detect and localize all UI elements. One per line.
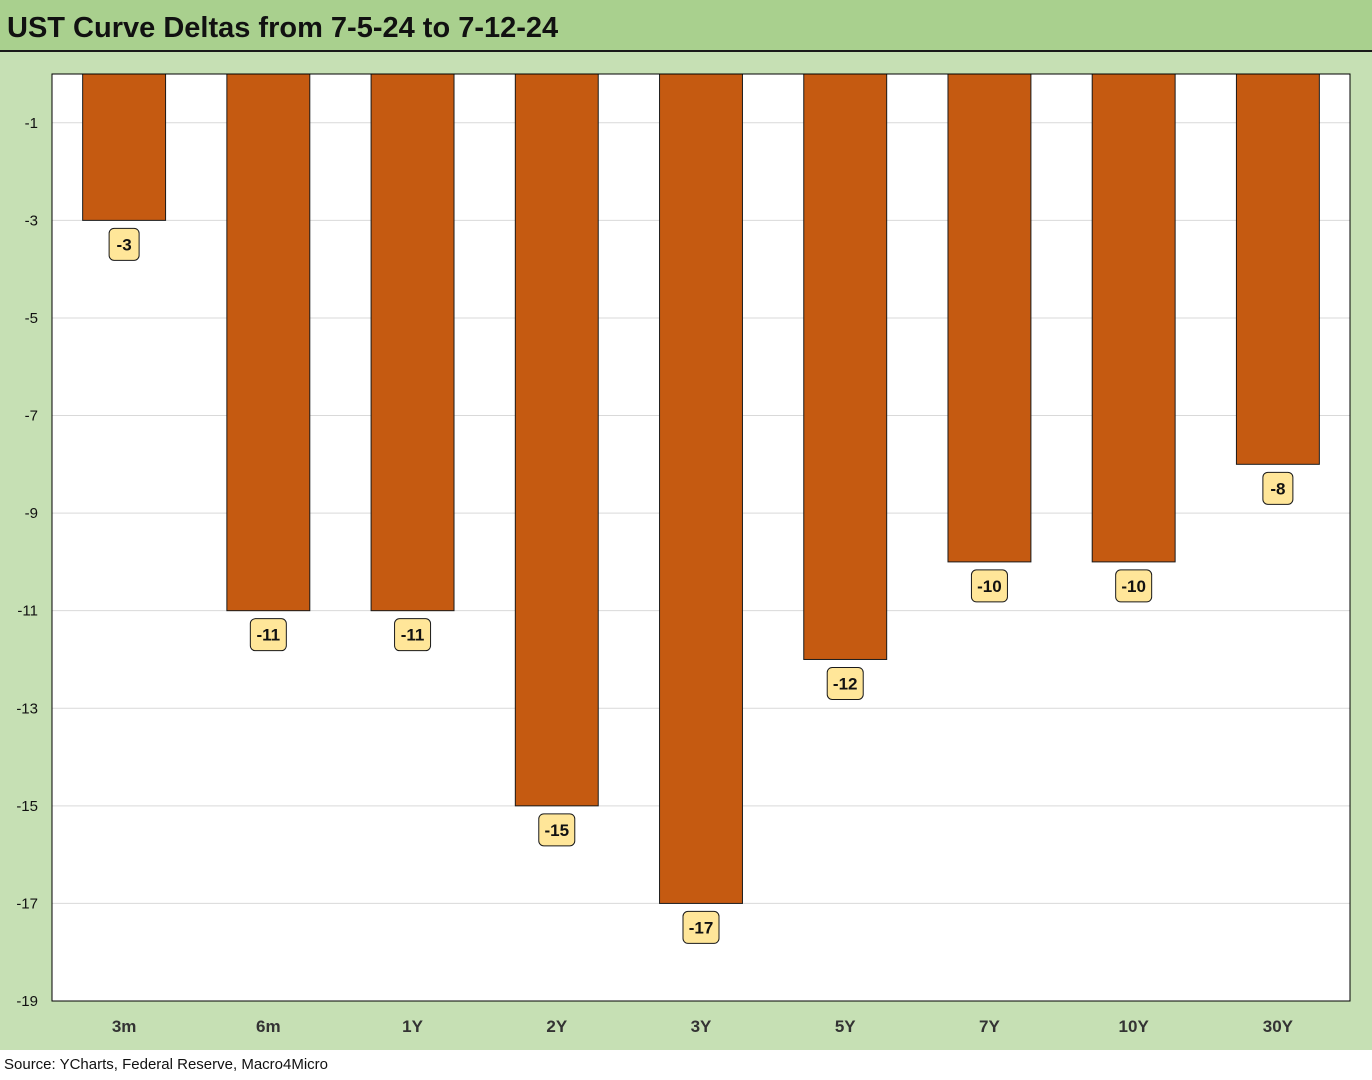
data-label: -11 — [257, 626, 281, 645]
bar — [370, 73, 455, 612]
data-label-box — [394, 618, 432, 652]
x-tick-label: 1Y — [402, 1017, 423, 1036]
data-label-box — [249, 618, 287, 652]
data-label-box — [1262, 471, 1294, 505]
x-tick-label: 5Y — [835, 1017, 856, 1036]
x-tick-label: 7Y — [979, 1017, 1000, 1036]
x-tick-label: 6m — [256, 1017, 281, 1036]
data-label: -10 — [1121, 577, 1146, 596]
data-label: -12 — [833, 674, 858, 693]
y-axis-ticks: -1 -3 -5 -7 -9 -11 -13 -15 -17 -19 — [16, 115, 38, 1010]
data-labels: -3 -11 -11 -15 -17 -12 -10 -10 -8 — [108, 227, 1294, 944]
x-tick-label: 2Y — [546, 1017, 567, 1036]
y-tick-label: -9 — [25, 505, 38, 522]
bar-chart: -1 -3 -5 -7 -9 -11 -13 -15 -17 -19 -3 -11 -11 -15 -17… — [16, 73, 1351, 1036]
x-tick-label: 10Y — [1119, 1017, 1150, 1036]
y-tick-label: -5 — [25, 310, 38, 327]
data-label-box — [108, 227, 140, 261]
data-label-box — [1115, 569, 1153, 603]
x-axis-ticks: 3m 6m 1Y 2Y 3Y 5Y 7Y 10Y 30Y — [112, 1017, 1294, 1036]
bar — [1235, 73, 1320, 465]
y-tick-label: -17 — [16, 895, 38, 912]
data-label: -11 — [401, 626, 425, 645]
y-tick-label: -7 — [25, 408, 38, 425]
bar — [514, 73, 599, 807]
y-tick-label: -1 — [25, 115, 38, 132]
chart-title: UST Curve Deltas from 7-5-24 to 7-12-24 — [7, 12, 559, 44]
x-tick-label: 3Y — [691, 1017, 712, 1036]
data-label-box — [970, 569, 1008, 603]
x-tick-label: 3m — [112, 1017, 137, 1036]
data-label: -8 — [1270, 479, 1285, 498]
bar — [803, 73, 888, 660]
data-label: -10 — [977, 577, 1002, 596]
bar — [947, 73, 1032, 563]
data-label-box — [826, 666, 864, 700]
bar — [82, 73, 167, 221]
bar — [226, 73, 311, 612]
x-tick-label: 30Y — [1263, 1017, 1294, 1036]
data-label: -15 — [544, 821, 569, 840]
source-note: Source: YCharts, Federal Reserve, Macro4… — [4, 1056, 329, 1073]
y-tick-label: -13 — [16, 700, 38, 717]
data-label-box — [682, 910, 720, 944]
bar — [659, 73, 743, 904]
data-label: -3 — [117, 235, 132, 254]
y-tick-label: -3 — [25, 212, 38, 229]
title-bar: UST Curve Deltas from 7-5-24 to 7-12-24 — [0, 0, 1372, 52]
bar — [1091, 73, 1176, 563]
y-tick-label: -19 — [16, 993, 38, 1010]
plot-border — [51, 73, 1351, 1002]
bars — [82, 73, 1320, 904]
data-label: -17 — [689, 918, 714, 937]
data-label-box — [538, 813, 576, 847]
y-tick-label: -11 — [17, 603, 38, 620]
y-tick-label: -15 — [16, 798, 38, 815]
